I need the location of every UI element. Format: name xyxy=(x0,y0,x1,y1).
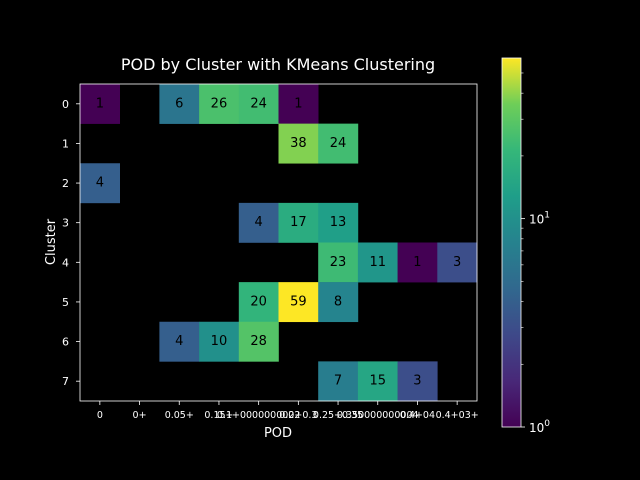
cell-value-label: 1 xyxy=(96,96,104,111)
y-tick-label: 6 xyxy=(62,336,69,349)
plot-frame xyxy=(79,83,478,402)
heatmap-cell xyxy=(278,123,319,164)
cell-value-label: 38 xyxy=(290,136,307,151)
cell-value-label: 1 xyxy=(294,96,302,111)
cell-value-label: 1 xyxy=(413,255,421,270)
x-axis-label: POD xyxy=(264,426,292,441)
x-tick-label: 0.05+ xyxy=(165,410,194,421)
heatmap-cell xyxy=(80,84,120,124)
x-tick-label: 0.4+04 xyxy=(400,410,435,421)
cell-value-label: 4 xyxy=(255,215,263,230)
cell-value-label: 17 xyxy=(290,215,307,230)
cell-value-label: 4 xyxy=(96,176,104,191)
heatmap-cell xyxy=(278,202,319,243)
x-tick-label: 0.1+0000000002 xyxy=(217,410,301,421)
x-axis-ticks: 0 0+ 0.05+ 0.15+0.1+00000000020.2+0.30.25+0… xyxy=(97,401,479,421)
x-tick-label: 0.4+03+ xyxy=(436,410,479,421)
colorbar-tick-exponent: 0 xyxy=(544,419,550,429)
cell-value-label: 3 xyxy=(453,255,461,270)
colorbar-tick-exponent: 1 xyxy=(544,211,550,221)
y-tick-label: 2 xyxy=(62,177,69,190)
cell-value-label: 7 xyxy=(334,374,342,389)
heatmap-cell xyxy=(199,321,240,362)
cell-value-label: 10 xyxy=(211,334,228,349)
x-tick-label: 0+ xyxy=(133,410,147,421)
cell-value-label: 6 xyxy=(175,96,183,111)
cell-value-label: 23 xyxy=(330,255,347,270)
x-tick-label: 0 xyxy=(97,410,103,421)
heatmap-cell xyxy=(357,361,398,402)
heatmap-cell xyxy=(318,123,359,164)
colorbar-tick-label: 101 xyxy=(529,211,550,227)
colorbar-tick-label: 100 xyxy=(529,419,550,435)
heatmap-cell xyxy=(437,242,478,283)
heatmap-cell xyxy=(238,321,279,362)
y-tick-label: 5 xyxy=(62,296,69,309)
heatmap-cell xyxy=(397,361,438,402)
y-axis-label: Cluster xyxy=(44,218,59,265)
cell-value-label: 26 xyxy=(211,96,228,111)
y-tick-label: 0 xyxy=(62,98,69,111)
heatmap-cell xyxy=(278,84,319,124)
heatmap-cell xyxy=(278,282,319,323)
heatmap-cell xyxy=(397,242,438,283)
cell-value-label: 28 xyxy=(250,334,267,349)
heatmap-cell xyxy=(238,84,279,124)
heatmap-cell xyxy=(159,321,200,362)
colorbar-tick-base: 10 xyxy=(529,421,544,435)
cell-value-label: 11 xyxy=(369,255,386,270)
y-tick-label: 3 xyxy=(62,217,69,230)
colorbar-gradient xyxy=(502,58,521,427)
colorbar-frame xyxy=(501,57,522,428)
x-tick-label: 0.25+0.35 xyxy=(313,410,363,421)
heatmap-cell xyxy=(159,84,200,124)
x-tick-label: 0.350000000004 xyxy=(337,410,419,421)
y-tick-label: 4 xyxy=(62,256,69,269)
chart-title: POD by Cluster with KMeans Clustering xyxy=(121,55,435,74)
heatmap-cell xyxy=(199,84,240,124)
heatmap-cell xyxy=(318,361,359,402)
cell-value-label: 8 xyxy=(334,294,342,309)
colorbar-tick-base: 10 xyxy=(529,213,544,227)
y-tick-label: 7 xyxy=(62,375,69,388)
heatmap-cell xyxy=(318,282,359,323)
cell-value-label: 13 xyxy=(330,215,347,230)
heatmap-cell xyxy=(238,202,279,243)
heatmap-cell xyxy=(238,282,279,323)
cell-value-label: 24 xyxy=(250,96,267,111)
cell-value-label: 15 xyxy=(369,374,386,389)
cell-value-label: 24 xyxy=(330,136,347,151)
heatmap-cell xyxy=(318,202,359,243)
heatmap-cell xyxy=(318,242,359,283)
y-axis-ticks: 0 1 2 3 4 5 6 7 xyxy=(62,98,80,388)
x-tick-label: 0.2+0.3 xyxy=(279,410,317,421)
heatmap-cell xyxy=(357,242,398,283)
x-tick-label: 0.15+ xyxy=(204,410,233,421)
cell-value-label: 3 xyxy=(413,374,421,389)
cell-value-label: 59 xyxy=(290,294,307,309)
cell-value-label: 20 xyxy=(250,294,267,309)
y-tick-label: 1 xyxy=(62,137,69,150)
heatmap-cell xyxy=(80,163,120,204)
cell-value-label: 4 xyxy=(175,334,183,349)
